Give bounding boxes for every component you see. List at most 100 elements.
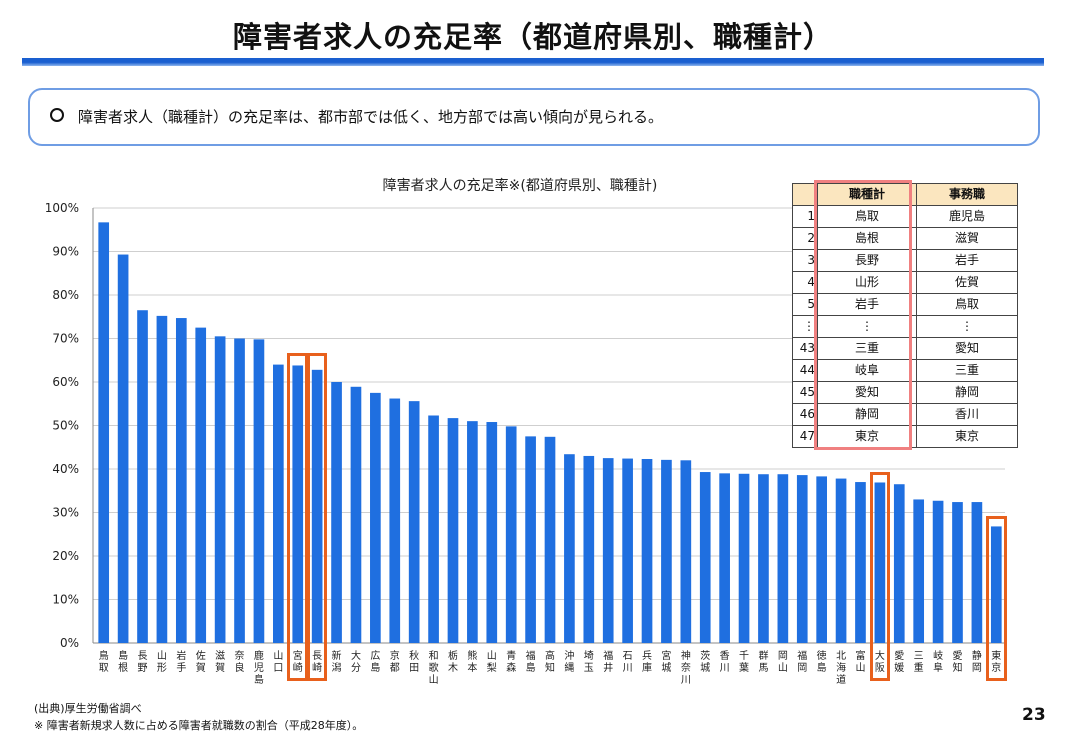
- y-tick-label: 70%: [52, 332, 79, 346]
- bar: [175, 318, 187, 643]
- footnote: ※ 障害者新規求人数に占める障害者就職数の割合（平成28年度）。: [34, 719, 364, 732]
- ranking-rank: 43: [792, 337, 818, 360]
- y-tick-label: 60%: [52, 375, 79, 389]
- y-tick-label: 0%: [60, 636, 79, 650]
- chart-title: 障害者求人の充足率※(都道府県別、職種計): [383, 177, 658, 194]
- x-tick-label: 茨城: [700, 649, 710, 674]
- ranking-row: 45 愛知 静岡: [792, 381, 1018, 404]
- ranking-total: 岩手: [817, 293, 917, 316]
- ranking-header-rank: [792, 183, 818, 206]
- x-tick-label: 愛知: [952, 649, 962, 674]
- ranking-row: 3 長野 岩手: [792, 249, 1018, 272]
- x-tick-label: 愛媛: [894, 649, 904, 674]
- ranking-clerical: 佐賀: [916, 271, 1018, 294]
- y-tick-label: 30%: [52, 506, 79, 520]
- y-tick-label: 20%: [52, 549, 79, 563]
- y-tick-label: 100%: [45, 201, 79, 215]
- x-tick-label: 大阪: [875, 649, 885, 674]
- x-tick-label: 徳島: [817, 649, 827, 674]
- highlight-box: [985, 516, 1007, 681]
- ranking-clerical: 鳥取: [916, 293, 1018, 316]
- bar: [777, 474, 789, 643]
- bar: [544, 436, 556, 643]
- bar: [467, 421, 478, 643]
- bar: [758, 474, 769, 643]
- title-rule: [22, 58, 1044, 66]
- x-tick-label: 千葉: [739, 650, 749, 674]
- ranking-row: 2 島根 滋賀: [792, 227, 1018, 250]
- x-tick-label: 神奈川: [681, 649, 691, 686]
- ranking-clerical: 東京: [916, 425, 1018, 448]
- ranking-clerical: 鹿児島: [916, 205, 1018, 228]
- ranking-rank: 47: [792, 425, 818, 448]
- highlight-box: [306, 352, 328, 681]
- bar: [855, 482, 866, 643]
- bar: [525, 436, 536, 643]
- ranking-clerical: 三重: [916, 359, 1018, 382]
- source-note: (出典)厚生労働省調べ: [34, 702, 142, 715]
- bar: [699, 472, 711, 643]
- bar: [292, 365, 304, 643]
- bar: [893, 484, 905, 643]
- x-tick-label: 秋田: [409, 649, 419, 674]
- x-tick-label: 栃木: [448, 649, 458, 674]
- ranking-row: 46 静岡 香川: [792, 403, 1018, 426]
- highlight-box: [287, 352, 309, 681]
- x-tick-label: 兵庫: [642, 649, 652, 674]
- bar: [680, 460, 692, 643]
- y-tick-label: 10%: [52, 593, 79, 607]
- bar: [98, 222, 110, 644]
- x-tick-label: 山口: [273, 650, 283, 674]
- x-tick-label: 富山: [855, 649, 865, 674]
- ranking-table-body: 1 鳥取 鹿児島 2 島根 滋賀 3 長野 岩手 4 山形 佐賀 5 岩手 鳥取 ⋮ ⋮ ⋮ 43 三重 愛知 44 岐阜三…: [792, 205, 1018, 448]
- x-tick-label: 福井: [603, 649, 613, 674]
- ranking-clerical: 香川: [916, 403, 1018, 426]
- bar: [913, 499, 925, 643]
- x-tick-label: 熊本: [467, 649, 477, 674]
- x-tick-label: 香川: [720, 650, 730, 674]
- x-tick-label: 宮城: [661, 649, 671, 674]
- bar: [622, 458, 633, 643]
- bar: [932, 500, 944, 643]
- x-tick-label: 岩手: [176, 649, 186, 674]
- bar: [311, 369, 323, 643]
- bar: [370, 392, 381, 643]
- x-tick-label: 高知: [545, 649, 555, 674]
- x-tick-label: 静岡: [972, 649, 982, 674]
- bar: [214, 336, 226, 643]
- ranking-clerical: 滋賀: [916, 227, 1018, 250]
- bar: [389, 398, 401, 643]
- bar: [661, 459, 672, 643]
- x-tick-label: 京都: [390, 649, 400, 674]
- x-tick-label: 北海道: [836, 650, 846, 686]
- x-tick-label: 滋賀: [215, 649, 225, 674]
- bar: [641, 458, 653, 643]
- bar: [117, 254, 129, 644]
- bar: [195, 327, 207, 643]
- page-number: 23: [1022, 705, 1046, 725]
- bar-chart: 障害者求人の充足率※(都道府県別、職種計) 0% 10% 20% 30% 40% 50% 60…: [45, 177, 1005, 686]
- ranking-total: 愛知: [817, 381, 917, 404]
- ranking-row: 4 山形 佐賀: [792, 271, 1018, 294]
- ranking-total: 山形: [817, 271, 917, 294]
- bar: [505, 426, 517, 643]
- x-tick-label: 石川: [623, 651, 633, 674]
- bar: [602, 458, 614, 643]
- ranking-clerical: 岩手: [916, 249, 1018, 272]
- bar: [234, 338, 245, 643]
- bar: [971, 502, 983, 643]
- x-tick-label: 新潟: [332, 649, 342, 674]
- y-tick-label: 80%: [52, 288, 79, 302]
- bar: [447, 418, 459, 643]
- bar: [273, 364, 284, 643]
- bar: [331, 382, 342, 643]
- ranking-total: 静岡: [817, 403, 917, 426]
- bar: [952, 502, 963, 643]
- bar: [564, 454, 575, 643]
- ranking-clerical: 愛知: [916, 337, 1018, 360]
- bar: [486, 422, 498, 643]
- bar: [874, 482, 886, 643]
- x-tick-label: 和歌山: [429, 650, 439, 686]
- y-tick-label: 90%: [52, 245, 79, 259]
- highlight-box: [869, 472, 891, 681]
